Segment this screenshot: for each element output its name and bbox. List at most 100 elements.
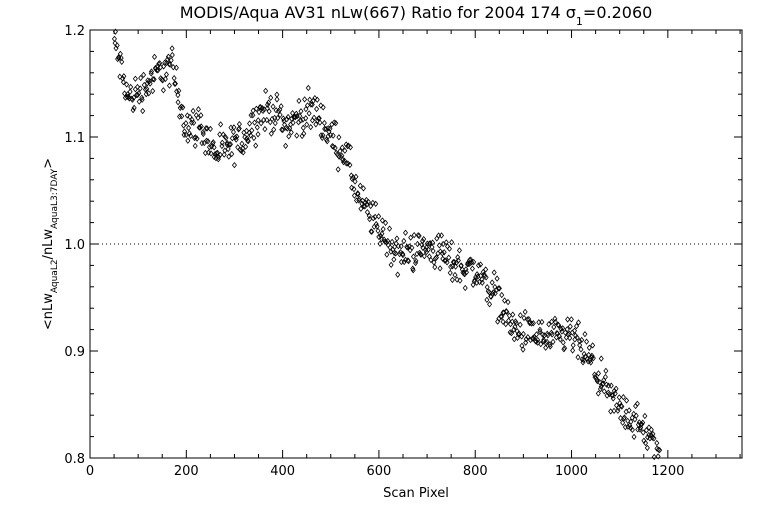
data-point: [364, 209, 370, 216]
data-point: [535, 336, 541, 344]
data-point: [579, 356, 585, 363]
data-point: [594, 376, 600, 383]
data-point: [243, 143, 249, 150]
data-point: [119, 58, 125, 65]
data-point: [111, 35, 117, 43]
data-point: [513, 318, 519, 325]
x-tick-label: 0: [86, 464, 94, 479]
data-point: [138, 74, 144, 82]
data-point: [431, 259, 437, 266]
chart-title-subscript: 1: [576, 15, 583, 28]
data-point: [531, 333, 537, 341]
data-point: [394, 235, 400, 242]
data-point: [625, 423, 631, 430]
data-point: [441, 249, 447, 256]
data-point: [598, 383, 604, 390]
data-point: [361, 202, 367, 210]
data-point: [582, 330, 588, 338]
data-point: [565, 316, 571, 323]
data-point: [155, 67, 161, 74]
data-point: [231, 161, 237, 169]
data-point: [351, 192, 357, 199]
data-point: [643, 439, 649, 447]
data-point: [558, 325, 564, 333]
data-point: [230, 128, 236, 136]
data-point: [521, 314, 527, 322]
data-point: [300, 124, 306, 131]
data-point: [651, 435, 657, 442]
y-tick-label: 0.8: [64, 452, 85, 467]
data-point: [171, 75, 177, 82]
data-point: [560, 325, 566, 332]
data-point: [398, 243, 404, 250]
data-point: [415, 240, 421, 248]
data-point: [250, 107, 256, 114]
data-point: [568, 316, 574, 323]
data-point: [311, 114, 317, 121]
data-point: [421, 253, 427, 260]
data-point: [611, 387, 617, 394]
data-point: [160, 87, 166, 94]
data-point: [112, 28, 118, 35]
data-point: [307, 96, 313, 103]
data-point: [402, 229, 409, 236]
data-point: [629, 414, 635, 421]
data-point: [657, 447, 663, 454]
data-point: [303, 105, 309, 113]
data-point: [484, 296, 490, 304]
data-point: [585, 358, 591, 365]
data-point: [269, 115, 275, 123]
data-point: [474, 271, 480, 278]
data-point: [343, 160, 349, 167]
data-point: [151, 76, 157, 83]
data-point: [577, 338, 583, 345]
data-point: [240, 149, 246, 156]
data-point: [467, 260, 473, 267]
data-point: [248, 112, 254, 119]
data-point: [162, 75, 168, 83]
data-point: [266, 99, 272, 106]
data-point: [613, 385, 619, 392]
data-point: [349, 184, 355, 191]
data-point: [207, 125, 213, 133]
data-point: [616, 394, 622, 401]
data-point: [345, 160, 351, 167]
data-point: [393, 250, 399, 257]
data-point: [275, 107, 282, 115]
data-point: [252, 119, 258, 126]
data-point: [203, 137, 210, 144]
data-point: [479, 276, 485, 283]
data-point: [147, 77, 153, 85]
data-point: [389, 238, 395, 246]
data-point: [134, 83, 141, 91]
data-point: [148, 68, 154, 75]
data-point: [463, 266, 469, 273]
data-point: [120, 78, 126, 86]
data-point: [535, 339, 541, 346]
data-point: [612, 390, 618, 397]
data-point: [617, 399, 623, 407]
data-point: [186, 124, 192, 132]
data-point: [314, 96, 320, 103]
data-point: [499, 291, 505, 299]
data-point: [420, 237, 426, 245]
data-point: [514, 334, 521, 341]
data-point: [245, 138, 251, 145]
x-tick-label: 600: [367, 464, 392, 479]
data-point: [151, 53, 158, 61]
data-point: [408, 234, 414, 241]
data-point: [549, 331, 555, 338]
data-point: [611, 407, 617, 415]
data-point: [549, 318, 555, 325]
data-point: [360, 197, 366, 204]
data-point: [226, 141, 232, 148]
data-point: [503, 320, 509, 328]
data-point: [452, 271, 458, 279]
data-point: [391, 249, 397, 256]
data-point: [447, 269, 453, 276]
data-point: [432, 263, 438, 271]
data-point: [595, 370, 601, 377]
data-point: [179, 113, 185, 120]
chart-title-main: MODIS/Aqua AV31 nLw(667) Ratio for 2004 …: [180, 3, 576, 22]
data-point: [602, 373, 608, 381]
